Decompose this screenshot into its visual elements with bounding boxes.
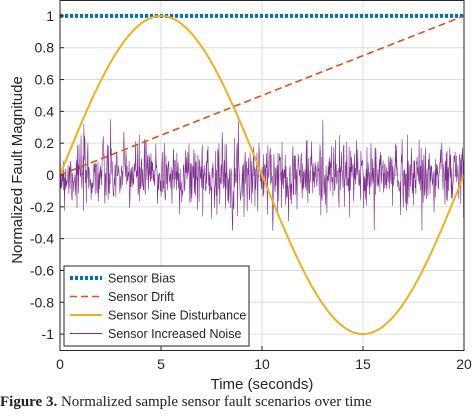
caption-text: Normalized sample sensor fault scenarios… — [60, 394, 372, 410]
legend-label-sensor-sine-disturbance: Sensor Sine Disturbance — [108, 309, 246, 323]
y-tick-label: -1 — [42, 326, 55, 342]
legend-label-sensor-bias: Sensor Bias — [108, 272, 175, 286]
y-tick-label: 1 — [46, 8, 54, 24]
y-tick-label: 0.2 — [35, 135, 55, 151]
series-group — [59, 13, 465, 336]
legend: Sensor Bias Sensor Drift Sensor Sine Distu… — [63, 265, 250, 347]
y-tick-label: 0.8 — [35, 40, 55, 56]
axis-ticks: 0 5 10 15 20 -1 -0.8 -0.6 -0.4 -0.2 0 0.2 0.4 0.6 0.8 1 — [30, 8, 472, 372]
series-sensor-drift — [59, 15, 465, 176]
y-tick-label: 0.4 — [35, 103, 55, 119]
y-tick-label: 0.6 — [35, 72, 55, 88]
y-tick-label: -0.8 — [30, 294, 54, 310]
y-tick-label: -0.2 — [30, 199, 54, 215]
x-tick-label: 20 — [456, 356, 472, 372]
legend-box — [63, 265, 250, 347]
y-axis-label: Normalized Fault Magnitude — [9, 76, 26, 264]
figure-caption: Figure 3. Normalized sample sensor fault… — [0, 394, 474, 416]
legend-label-sensor-increased-noise: Sensor Increased Noise — [108, 327, 241, 341]
y-tick-label: -0.6 — [30, 262, 54, 278]
legend-label-sensor-drift: Sensor Drift — [108, 290, 175, 304]
y-tick-label: -0.4 — [30, 231, 54, 247]
x-tick-label: 5 — [157, 356, 165, 372]
x-axis-label: Time (seconds) — [211, 376, 314, 393]
caption-label: Figure 3. — [0, 394, 58, 410]
y-tick-label: 0 — [46, 167, 54, 183]
x-tick-label: 0 — [56, 356, 64, 372]
series-sensor-sine-disturbance — [59, 14, 465, 336]
x-tick-label: 15 — [355, 356, 371, 372]
x-tick-label: 10 — [254, 356, 270, 372]
fault-chart: 0 5 10 15 20 -1 -0.8 -0.6 -0.4 -0.2 0 0.2 0.4 0.6 0.8 1… — [9, 0, 472, 393]
